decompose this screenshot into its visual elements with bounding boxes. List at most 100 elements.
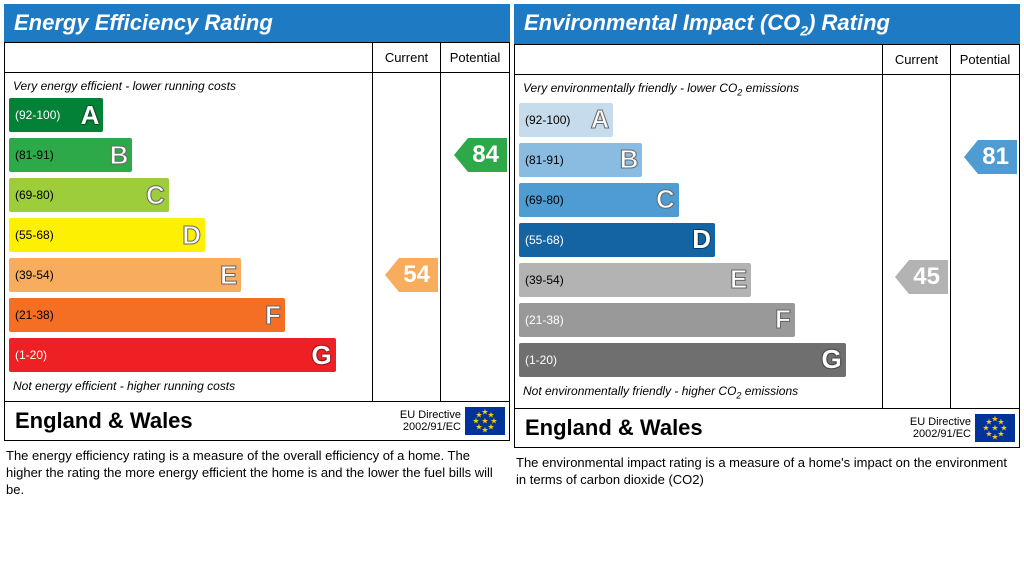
eu-directive-text: EU Directive2002/91/EC bbox=[910, 416, 971, 440]
rating-band-b: (81-91) B bbox=[9, 138, 132, 172]
arrow-value: 84 bbox=[468, 138, 507, 172]
band-range: (55-68) bbox=[519, 233, 564, 247]
region-label: England & Wales bbox=[515, 409, 906, 447]
eu-flag-icon bbox=[975, 414, 1015, 442]
panel-body: CurrentPotentialVery energy efficient - … bbox=[4, 42, 510, 441]
band-row: (21-38) F bbox=[515, 300, 882, 340]
bands-area: Very energy efficient - lower running co… bbox=[5, 73, 509, 401]
panel-title: Energy Efficiency Rating bbox=[4, 4, 510, 42]
rating-panel: Environmental Impact (CO2) RatingCurrent… bbox=[514, 4, 1020, 498]
band-range: (39-54) bbox=[519, 273, 564, 287]
header-spacer bbox=[5, 43, 373, 72]
caption-top: Very energy efficient - lower running co… bbox=[5, 75, 372, 95]
band-letter: B bbox=[110, 140, 129, 171]
band-range: (81-91) bbox=[9, 148, 54, 162]
rating-band-c: (69-80) C bbox=[519, 183, 679, 217]
band-row: (1-20) G bbox=[515, 340, 882, 380]
eu-flag-icon bbox=[465, 407, 505, 435]
band-row: (39-54) E bbox=[5, 255, 372, 295]
band-range: (81-91) bbox=[519, 153, 564, 167]
current-value-arrow: 54 bbox=[385, 258, 438, 292]
column-header-row: CurrentPotential bbox=[515, 45, 1019, 75]
panel-description: The energy efficiency rating is a measur… bbox=[4, 441, 510, 498]
arrow-tip-icon bbox=[895, 260, 909, 294]
potential-column: 84 bbox=[441, 73, 509, 401]
caption-bottom: Not environmentally friendly - higher CO… bbox=[515, 380, 882, 406]
potential-column: 81 bbox=[951, 75, 1019, 408]
rating-band-a: (92-100) A bbox=[519, 103, 613, 137]
footer-row: England & WalesEU Directive2002/91/EC bbox=[515, 408, 1019, 447]
caption-bottom: Not energy efficient - higher running co… bbox=[5, 375, 372, 399]
band-range: (69-80) bbox=[9, 188, 54, 202]
rating-band-d: (55-68) D bbox=[519, 223, 715, 257]
region-label: England & Wales bbox=[5, 402, 396, 440]
band-letter: F bbox=[775, 304, 791, 335]
bands-area: Very environmentally friendly - lower CO… bbox=[515, 75, 1019, 408]
potential-value-arrow: 84 bbox=[454, 138, 507, 172]
arrow-value: 81 bbox=[978, 140, 1017, 174]
rating-band-c: (69-80) C bbox=[9, 178, 169, 212]
band-row: (21-38) F bbox=[5, 295, 372, 335]
band-range: (21-38) bbox=[519, 313, 564, 327]
column-header-row: CurrentPotential bbox=[5, 43, 509, 73]
band-range: (1-20) bbox=[519, 353, 557, 367]
band-range: (1-20) bbox=[9, 348, 47, 362]
current-value-arrow: 45 bbox=[895, 260, 948, 294]
panel-title: Environmental Impact (CO2) Rating bbox=[514, 4, 1020, 44]
eu-directive-text: EU Directive2002/91/EC bbox=[400, 409, 461, 433]
band-range: (21-38) bbox=[9, 308, 54, 322]
band-row: (81-91)B bbox=[515, 140, 882, 180]
panel-description: The environmental impact rating is a mea… bbox=[514, 448, 1020, 488]
rating-panel: Energy Efficiency RatingCurrentPotential… bbox=[4, 4, 510, 498]
band-range: (55-68) bbox=[9, 228, 54, 242]
band-range: (39-54) bbox=[9, 268, 54, 282]
column-header-current: Current bbox=[883, 45, 951, 74]
arrow-tip-icon bbox=[385, 258, 399, 292]
eu-directive-box: EU Directive2002/91/EC bbox=[396, 402, 509, 440]
bands-column: Very energy efficient - lower running co… bbox=[5, 73, 373, 401]
arrow-tip-icon bbox=[454, 138, 468, 172]
column-header-potential: Potential bbox=[441, 43, 509, 72]
rating-band-e: (39-54)E bbox=[519, 263, 751, 297]
rating-band-f: (21-38) F bbox=[519, 303, 795, 337]
footer-row: England & WalesEU Directive2002/91/EC bbox=[5, 401, 509, 440]
band-row: (69-80) C bbox=[515, 180, 882, 220]
current-column: 45 bbox=[883, 75, 951, 408]
arrow-tip-icon bbox=[964, 140, 978, 174]
band-range: (92-100) bbox=[9, 108, 60, 122]
rating-band-a: (92-100) A bbox=[9, 98, 103, 132]
band-letter: D bbox=[182, 220, 201, 251]
band-letter: D bbox=[692, 224, 711, 255]
band-letter: E bbox=[220, 260, 237, 291]
rating-band-d: (55-68) D bbox=[9, 218, 205, 252]
band-row: (39-54)E bbox=[515, 260, 882, 300]
arrow-value: 45 bbox=[909, 260, 948, 294]
rating-band-g: (1-20) G bbox=[519, 343, 846, 377]
band-letter: C bbox=[146, 180, 165, 211]
band-letter: G bbox=[821, 344, 841, 375]
band-row: (69-80) C bbox=[5, 175, 372, 215]
band-row: (1-20) G bbox=[5, 335, 372, 375]
band-range: (92-100) bbox=[519, 113, 570, 127]
band-row: (81-91) B bbox=[5, 135, 372, 175]
arrow-value: 54 bbox=[399, 258, 438, 292]
rating-band-g: (1-20) G bbox=[9, 338, 336, 372]
band-row: (55-68) D bbox=[515, 220, 882, 260]
band-row: (92-100) A bbox=[515, 100, 882, 140]
eu-directive-box: EU Directive2002/91/EC bbox=[906, 409, 1019, 447]
band-letter: C bbox=[656, 184, 675, 215]
band-letter: G bbox=[311, 340, 331, 371]
rating-band-e: (39-54) E bbox=[9, 258, 241, 292]
column-header-current: Current bbox=[373, 43, 441, 72]
band-range: (69-80) bbox=[519, 193, 564, 207]
band-letter: F bbox=[265, 300, 281, 331]
band-row: (55-68) D bbox=[5, 215, 372, 255]
rating-band-f: (21-38) F bbox=[9, 298, 285, 332]
band-letter: A bbox=[81, 100, 100, 131]
header-spacer bbox=[515, 45, 883, 74]
column-header-potential: Potential bbox=[951, 45, 1019, 74]
band-letter: A bbox=[591, 104, 610, 135]
caption-top: Very environmentally friendly - lower CO… bbox=[515, 77, 882, 99]
bands-column: Very environmentally friendly - lower CO… bbox=[515, 75, 883, 408]
panel-body: CurrentPotentialVery environmentally fri… bbox=[514, 44, 1020, 448]
